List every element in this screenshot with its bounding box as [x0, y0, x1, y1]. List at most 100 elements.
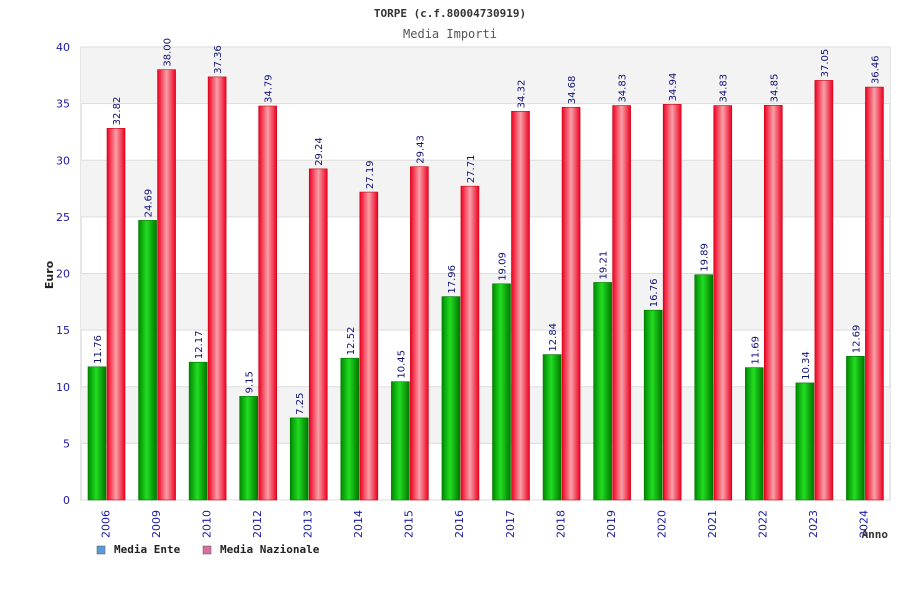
data-label: 17.96	[447, 265, 458, 294]
y-tick-label: 20	[56, 268, 70, 281]
data-label: 34.83	[719, 74, 730, 103]
bar-media-ente	[188, 361, 208, 501]
bar-media-nazionale	[308, 168, 328, 501]
bar-media-ente	[593, 282, 612, 501]
y-tick-label: 40	[56, 41, 70, 54]
x-tick-label: 2022	[757, 510, 770, 538]
bar-media-nazionale	[814, 80, 834, 501]
y-tick-label: 15	[56, 324, 70, 337]
bar-media-nazionale	[359, 191, 379, 501]
y-tick-label: 5	[63, 437, 70, 450]
data-label: 10.45	[396, 350, 407, 379]
x-tick-label: 2018	[554, 510, 567, 538]
data-label: 19.89	[700, 243, 711, 272]
data-label: 37.05	[820, 49, 831, 78]
x-axis-tick-labels: 2006 2009 2010 2012 2013 2014 2015 2016 2017 2018…	[99, 510, 870, 538]
y-axis-label: Euro	[43, 260, 56, 289]
data-label: 37.36	[213, 45, 224, 74]
x-tick-label: 2015	[403, 510, 416, 538]
bar-media-ente	[391, 381, 410, 501]
x-tick-label: 2020	[655, 510, 668, 538]
legend-swatch-media-nazionale	[202, 545, 212, 555]
x-tick-label: 2009	[150, 510, 163, 538]
bar-media-nazionale	[612, 105, 631, 501]
x-tick-label: 2014	[352, 510, 365, 538]
data-label: 16.76	[649, 279, 660, 308]
bar-media-nazionale	[511, 111, 530, 501]
data-label: 7.25	[295, 393, 306, 415]
bar-media-nazionale	[561, 106, 581, 501]
legend-label-media-nazionale: Media Nazionale	[220, 543, 320, 556]
y-tick-label: 35	[56, 98, 70, 111]
bar-media-ente	[239, 396, 258, 501]
x-tick-label: 2021	[706, 510, 719, 538]
bar-media-ente	[289, 417, 309, 501]
bar-media-nazionale	[662, 104, 682, 501]
data-label: 38.00	[163, 38, 174, 67]
x-tick-label: 2024	[858, 510, 871, 538]
data-label: 29.43	[415, 135, 426, 164]
legend: Media Ente Media Nazionale	[96, 543, 320, 556]
bar-media-nazionale	[865, 86, 884, 501]
data-label: 34.32	[517, 80, 528, 109]
bar-media-nazionale	[258, 105, 277, 501]
bar-media-ente	[138, 220, 157, 501]
data-label: 19.09	[498, 252, 509, 281]
data-label: 12.17	[194, 331, 205, 360]
bar-media-ente	[542, 354, 562, 501]
data-label: 10.34	[801, 351, 812, 380]
bar-media-ente	[745, 367, 764, 501]
data-label: 29.24	[314, 137, 325, 166]
y-tick-label: 0	[63, 494, 70, 507]
bar-media-ente	[846, 355, 865, 501]
x-tick-label: 2012	[251, 510, 264, 538]
y-tick-label: 30	[56, 154, 70, 167]
data-label: 34.79	[264, 74, 275, 103]
data-label: 12.84	[548, 323, 559, 352]
y-tick-label: 25	[56, 211, 70, 224]
bar-media-nazionale	[764, 105, 783, 501]
data-label: 34.68	[567, 76, 578, 105]
data-label: 9.15	[245, 371, 256, 393]
bar-media-ente	[441, 296, 461, 501]
x-tick-label: 2019	[605, 510, 618, 538]
chart-title: TORPE (c.f.80004730919)	[374, 7, 526, 20]
data-label: 11.76	[93, 335, 104, 364]
x-tick-label: 2006	[99, 510, 112, 538]
x-tick-label: 2017	[504, 510, 517, 538]
bar-media-ente	[87, 366, 107, 501]
data-label: 27.19	[365, 160, 376, 189]
x-tick-label: 2016	[453, 510, 466, 538]
bar-media-nazionale	[460, 185, 480, 501]
x-axis-label: Anno	[862, 528, 889, 541]
bar-media-nazionale	[713, 105, 733, 501]
data-label: 34.83	[618, 74, 629, 103]
data-label: 11.69	[750, 336, 761, 365]
bar-media-nazionale	[410, 166, 429, 501]
data-label: 19.21	[599, 251, 610, 280]
x-tick-label: 2010	[200, 510, 213, 538]
legend-swatch-media-ente	[96, 545, 106, 555]
data-label: 36.46	[870, 55, 881, 84]
bar-media-ente	[643, 309, 663, 501]
legend-label-media-ente: Media Ente	[114, 543, 181, 556]
bar-media-nazionale	[106, 128, 126, 501]
data-label: 34.85	[769, 74, 780, 103]
bar-media-ente	[694, 274, 714, 501]
data-label: 24.69	[144, 189, 155, 218]
x-tick-label: 2013	[302, 510, 315, 538]
y-axis-tick-labels: 0 5 10 15 20 25 30 35 40	[56, 41, 70, 507]
x-tick-label: 2023	[807, 510, 820, 538]
bar-media-ente	[795, 382, 815, 501]
bar-media-nazionale	[157, 69, 176, 501]
data-label: 32.82	[112, 97, 123, 126]
data-label: 12.69	[851, 325, 862, 354]
bar-media-ente	[340, 357, 360, 501]
bars: 11.76 32.82 24.69 38.00 12.17 37.36 9.15 34.79 7…	[87, 38, 884, 501]
data-label: 12.52	[346, 327, 357, 356]
data-label: 27.71	[466, 155, 477, 184]
y-tick-label: 10	[56, 381, 70, 394]
bar-media-nazionale	[207, 76, 227, 501]
bar-media-ente	[492, 283, 511, 501]
